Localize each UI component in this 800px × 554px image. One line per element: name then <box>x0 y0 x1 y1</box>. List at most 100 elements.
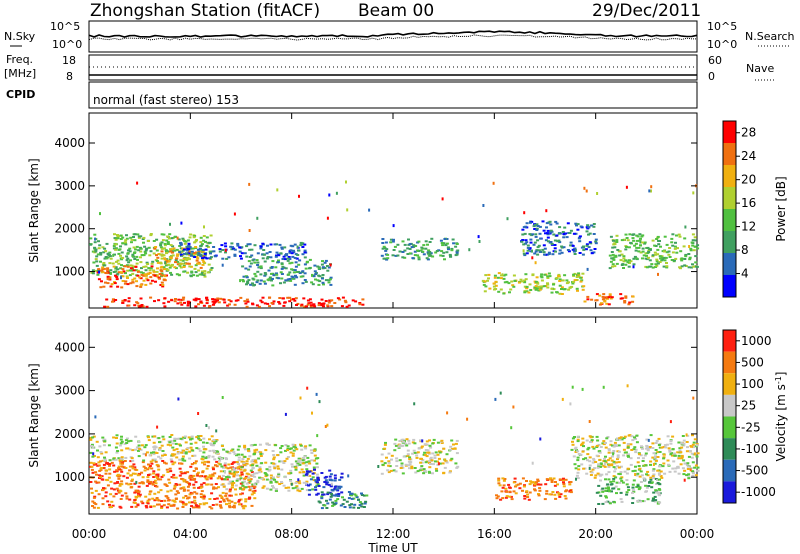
velocity-cell <box>659 470 663 473</box>
velocity-cell <box>191 449 195 452</box>
velocity-cell <box>455 452 459 455</box>
velocity-cell <box>218 475 221 478</box>
velocity-cell <box>233 502 237 505</box>
velocity-cell <box>529 480 533 483</box>
power-cell <box>560 288 563 290</box>
power-cell <box>129 282 133 285</box>
colorbar-tick-label: 100 <box>741 377 764 391</box>
velocity-cell <box>189 442 193 445</box>
power-cell <box>194 271 198 274</box>
power-cell <box>651 266 655 269</box>
power-cell <box>151 260 155 263</box>
velocity-cell <box>188 450 192 453</box>
power-cell <box>208 257 212 260</box>
velocity-scatter <box>297 478 300 482</box>
velocity-cell <box>120 457 124 460</box>
y-tick-label: 1000 <box>54 265 85 279</box>
power-cell <box>575 287 579 290</box>
velocity-cell <box>223 464 227 467</box>
power-cell <box>160 257 164 260</box>
velocity-cell <box>294 482 298 484</box>
velocity-cell <box>93 495 97 498</box>
power-cell <box>130 269 134 272</box>
velocity-cell <box>100 478 104 481</box>
power-cell <box>195 239 198 241</box>
power-cell <box>269 277 272 280</box>
power-cell <box>291 245 295 248</box>
power-cell <box>396 243 400 246</box>
power-scatter <box>586 267 589 271</box>
power-cell <box>167 237 171 240</box>
velocity-cell <box>289 479 293 482</box>
velocity-cell <box>251 484 255 487</box>
power-cell <box>133 252 136 254</box>
velocity-cell <box>644 490 648 493</box>
velocity-cell <box>247 476 251 479</box>
velocity-cell <box>594 474 598 477</box>
velocity-cell <box>631 502 635 504</box>
velocity-cell <box>121 462 124 465</box>
power-cell <box>256 261 260 264</box>
velocity-cell <box>216 450 220 453</box>
velocity-cell <box>395 457 399 460</box>
power-cell <box>521 280 524 283</box>
velocity-cell <box>109 493 113 496</box>
velocity-cell <box>522 485 526 488</box>
velocity-cell <box>176 491 180 494</box>
colorbar-frame <box>722 329 737 504</box>
velocity-cell <box>509 495 513 498</box>
velocity-cell <box>110 461 114 464</box>
velocity-cell <box>691 443 695 446</box>
power-cell <box>181 298 185 301</box>
power-cell <box>639 241 643 244</box>
velocity-cell <box>199 435 203 437</box>
power-cell <box>558 249 562 252</box>
velocity-cell <box>301 456 305 459</box>
velocity-cell <box>604 501 608 504</box>
power-cell <box>601 295 605 298</box>
power-cell <box>311 283 315 286</box>
power-cell <box>218 250 222 253</box>
power-cell <box>282 304 286 307</box>
velocity-cell <box>183 488 186 491</box>
power-cell <box>149 233 153 235</box>
velocity-cell <box>337 495 341 497</box>
velocity-cell <box>428 460 432 463</box>
power-cell <box>121 275 125 278</box>
power-cell <box>161 285 165 288</box>
colorbar-segment <box>723 143 736 165</box>
power-cell <box>572 273 576 276</box>
velocity-cell <box>298 490 302 493</box>
velocity-cell <box>116 473 120 476</box>
velocity-cell <box>173 461 177 464</box>
power-cell <box>680 265 684 268</box>
velocity-cell <box>158 441 161 444</box>
velocity-cell <box>602 443 606 446</box>
power-cell <box>401 240 405 243</box>
velocity-cell <box>206 483 210 486</box>
power-cell <box>133 304 137 307</box>
velocity-cell <box>385 456 388 459</box>
velocity-cell <box>259 451 263 454</box>
velocity-cell <box>669 442 673 445</box>
velocity-cell <box>129 460 133 463</box>
velocity-cell <box>337 492 341 495</box>
velocity-cell <box>626 443 630 445</box>
velocity-cell <box>202 482 206 485</box>
power-cell <box>194 251 198 254</box>
power-cell <box>381 242 385 244</box>
power-cell <box>572 280 576 283</box>
velocity-cell <box>193 499 197 502</box>
velocity-cell <box>264 461 268 464</box>
power-cell <box>631 295 635 298</box>
velocity-cell <box>627 453 630 456</box>
velocity-cell <box>133 499 137 502</box>
power-cell <box>291 276 295 279</box>
velocity-cell <box>671 467 675 470</box>
y-tick-label: 2000 <box>54 427 85 441</box>
velocity-cell <box>316 483 320 486</box>
power-cell <box>159 266 163 269</box>
velocity-cell <box>571 437 575 440</box>
velocity-cell <box>597 491 601 494</box>
power-cell <box>532 243 536 246</box>
